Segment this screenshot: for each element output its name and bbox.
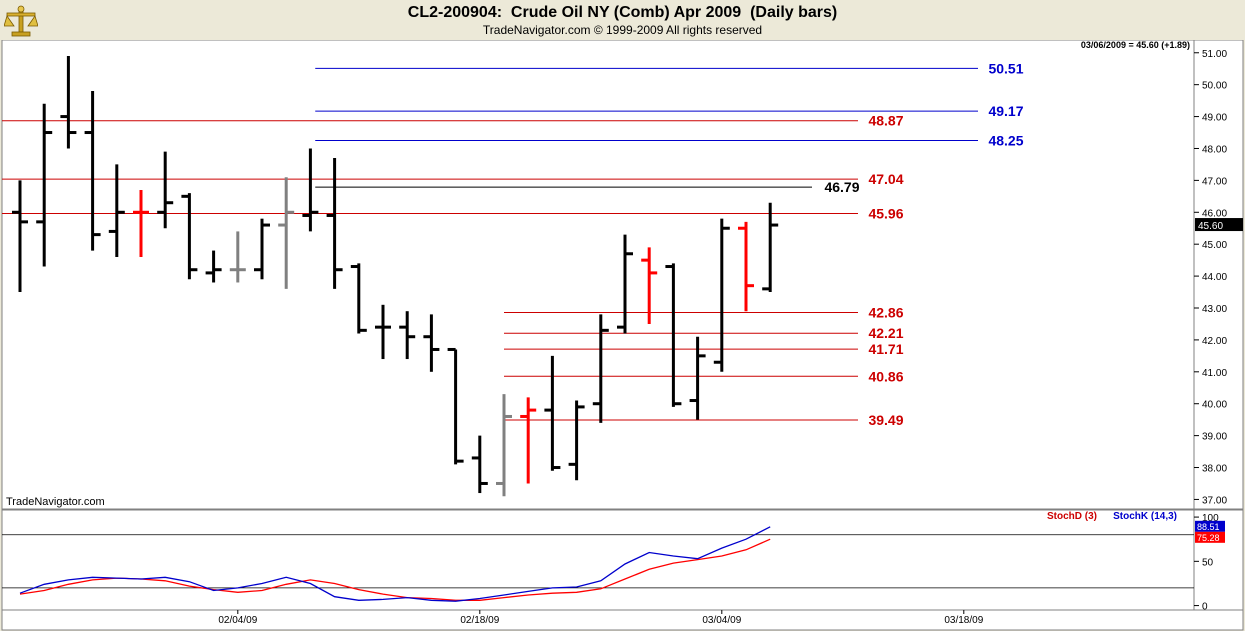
- ohlc-bar: [326, 158, 343, 289]
- ohlc-bar: [229, 231, 246, 283]
- copyright-text: TradeNavigator.com © 1999-2009 All right…: [482, 23, 763, 37]
- ohlc-bar: [302, 148, 319, 232]
- ohlc-bar: [568, 400, 585, 481]
- level-label: 41.71: [868, 341, 903, 357]
- level-label: 48.25: [988, 133, 1023, 149]
- price-tick-label: 48.00: [1202, 144, 1227, 155]
- price-tick-label: 40.00: [1202, 400, 1227, 411]
- ohlc-bar: [447, 347, 464, 465]
- date-tick-label: 03/18/09: [944, 615, 983, 626]
- ohlc-bar: [108, 164, 125, 257]
- price-axis-ticks: 37.00 38.00 39.00 40.00 41.00 42.00 43.00 44.00…: [1194, 49, 1227, 506]
- ohlc-bar: [592, 314, 609, 423]
- date-tick-label: 02/18/09: [460, 615, 499, 626]
- ohlc-bar: [399, 311, 416, 360]
- ohlc-bar: [713, 218, 730, 372]
- ohlc-bar: [520, 397, 537, 484]
- price-tick-label: 39.00: [1202, 432, 1227, 443]
- last-price-marker: 45.60: [1195, 218, 1243, 232]
- stochastic-tick-label: 100: [1202, 513, 1219, 524]
- ohlc-bar: [375, 304, 391, 360]
- stochd-value-label: 75.28: [1197, 533, 1220, 543]
- stochastic-lines: [2, 526, 1194, 602]
- ohlc-bar: [133, 189, 149, 257]
- ohlc-bar: [36, 103, 53, 267]
- chart-header: CL2-200904: Crude Oil NY (Comb) Apr 2009…: [0, 0, 1245, 40]
- price-tick-label: 45.00: [1202, 240, 1227, 251]
- last-price-label: 45.60: [1198, 221, 1223, 232]
- stochastic-tick-label: 50: [1202, 557, 1214, 568]
- ohlc-bar: [157, 151, 174, 229]
- ohlc-bar: [665, 263, 682, 407]
- price-tick-label: 43.00: [1202, 304, 1227, 315]
- stochd-value-box: [1195, 531, 1225, 543]
- price-tick-label: 44.00: [1202, 272, 1227, 283]
- price-tick-label: 51.00: [1202, 49, 1227, 60]
- indicator-panel-background: [1, 509, 1195, 611]
- stochk-value-box: [1195, 520, 1225, 532]
- level-label: 42.21: [868, 325, 903, 341]
- level-label: 46.79: [824, 179, 859, 195]
- price-tick-label: 50.00: [1202, 81, 1227, 92]
- price-tick-label: 42.00: [1202, 336, 1227, 347]
- chart-area: 03/06/2009 = 45.60 (+1.89) TradeNavigato…: [1, 40, 1244, 631]
- price-tick-label: 46.00: [1202, 208, 1227, 219]
- stochastic-line: [19, 526, 771, 602]
- price-tick-label: 38.00: [1202, 464, 1227, 475]
- price-tick-label: 37.00: [1202, 495, 1227, 506]
- level-label: 47.04: [868, 171, 903, 187]
- ohlc-bar: [471, 435, 488, 494]
- ohlc-bar: [544, 355, 561, 471]
- ohlc-bar: [205, 250, 222, 283]
- ohlc-bar: [617, 234, 633, 334]
- level-label: 48.87: [868, 113, 903, 129]
- level-label: 40.86: [868, 368, 903, 384]
- ohlc-bar: [738, 221, 754, 312]
- ohlc-bar: [84, 91, 101, 251]
- stochastic-tick-label: 0: [1202, 602, 1208, 613]
- level-label: 42.86: [868, 304, 903, 320]
- scale-logo-icon: [4, 5, 38, 37]
- ohlc-bar: [641, 247, 658, 324]
- price-panel-background: [1, 40, 1195, 510]
- level-label: 39.49: [868, 412, 903, 428]
- ohlc-bar: [278, 177, 295, 289]
- level-label: 50.51: [988, 60, 1023, 76]
- date-axis-background: [1, 609, 1244, 631]
- price-bars: [12, 55, 779, 497]
- price-tick-label: 49.00: [1202, 113, 1227, 124]
- price-tick-label: 41.00: [1202, 368, 1227, 379]
- date-axis-labels: 02/04/09 02/18/09 03/04/09 03/18/09: [218, 610, 984, 626]
- date-tick-label: 02/04/09: [218, 615, 257, 626]
- ohlc-bar: [60, 55, 77, 149]
- ohlc-bar: [12, 180, 28, 293]
- level-label: 49.17: [988, 103, 1023, 119]
- ohlc-bar: [181, 193, 198, 280]
- price-tick-label: 47.00: [1202, 176, 1227, 187]
- ohlc-bar: [762, 202, 779, 293]
- legend-stochk: StochK (14,3): [1113, 511, 1177, 522]
- date-tick-label: 03/04/09: [702, 615, 741, 626]
- ohlc-bar: [254, 218, 270, 280]
- stochastic-legend: StochD (3) StochK (14,3): [1047, 511, 1177, 522]
- stochk-value-label: 88.51: [1197, 522, 1220, 532]
- level-label: 45.96: [868, 206, 903, 222]
- ohlc-bar: [496, 394, 512, 497]
- chart-title: CL2-200904: Crude Oil NY (Comb) Apr 2009…: [407, 4, 838, 21]
- ohlc-bar: [689, 336, 706, 420]
- ohlc-bar: [423, 314, 440, 372]
- last-quote-label: 03/06/2009 = 45.60 (+1.89): [1081, 40, 1190, 50]
- price-axis-background: [1193, 40, 1244, 510]
- legend-stochd: StochD (3): [1047, 511, 1097, 522]
- last-price-box: [1195, 218, 1243, 232]
- watermark-text: TradeNavigator.com: [6, 496, 105, 508]
- ohlc-bar: [350, 263, 367, 334]
